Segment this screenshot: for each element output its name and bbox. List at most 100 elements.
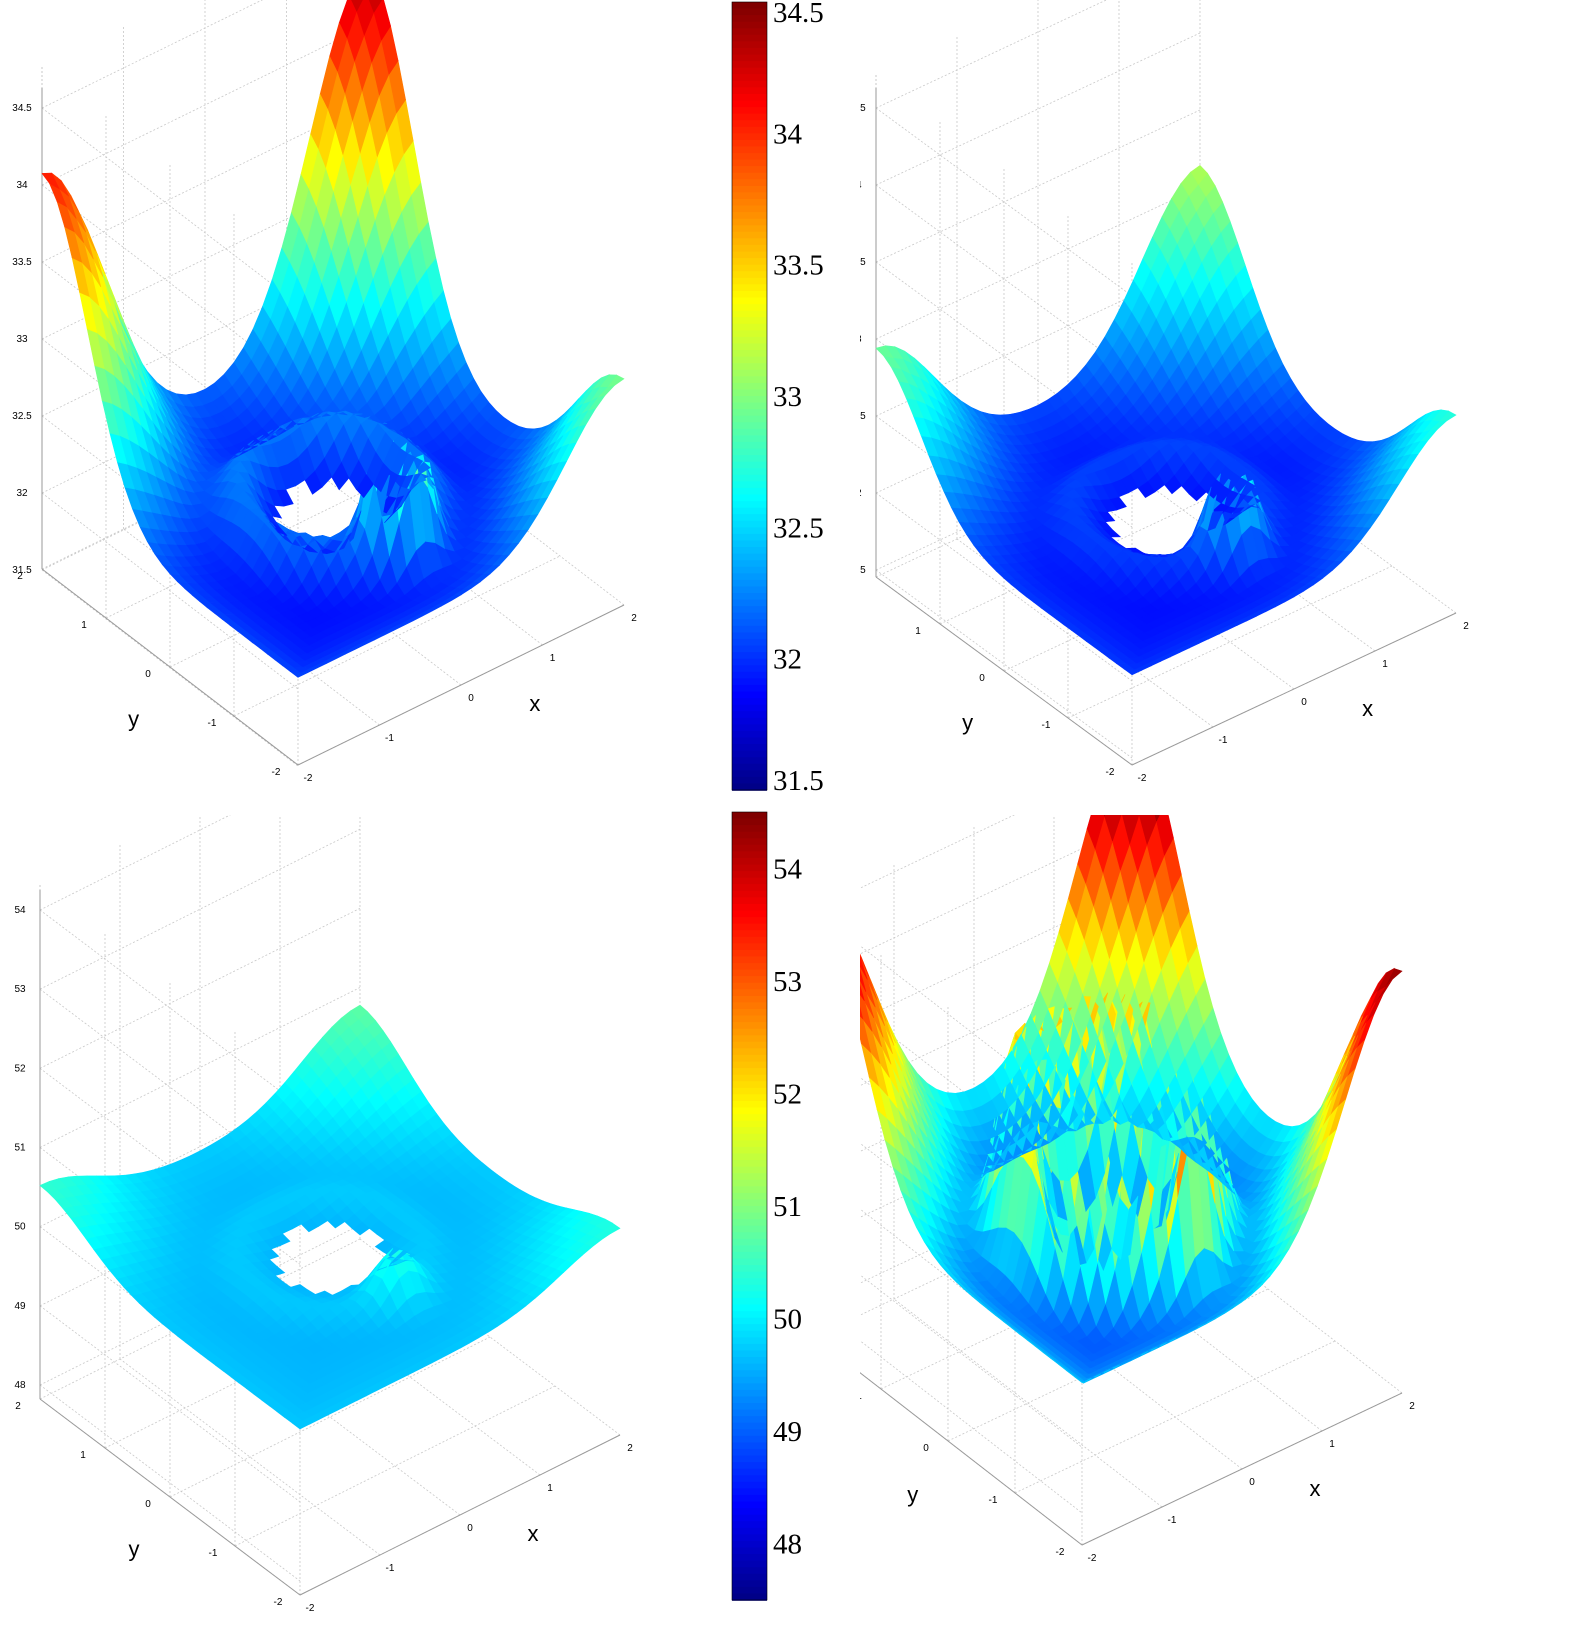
x-tick-label: 1 [1382,659,1388,670]
colorbar-band [732,1212,767,1220]
colorbar-band [732,593,767,601]
colorbar-band [732,1094,767,1102]
colorbar-band [732,468,767,476]
colorbar-band [732,923,767,931]
surface-patch [860,955,868,980]
z-tick-label: 34 [860,180,862,191]
colorbar-band [732,520,767,529]
colorbar-band [732,238,767,246]
colorbar-band [732,199,767,207]
z-tick-label: 31.5 [860,565,866,576]
colorbar-band [732,553,767,561]
colorbar-band [732,645,767,653]
colorbar-band [732,1179,767,1188]
colorbar-band [732,717,767,726]
floor-grid-line-x [1133,1184,1403,1394]
colorbar-band [732,871,767,879]
colorbar-band [732,776,767,785]
x-tick-label: -2 [1138,773,1147,784]
colorbar-band [732,1028,767,1037]
x-tick-label: 0 [1301,697,1307,708]
x-tick-label: 1 [547,1483,553,1494]
colorbar-band [732,28,767,36]
colorbar-band [732,1061,767,1069]
colorbar-band [732,1403,767,1411]
colorbar-band [732,2,767,10]
colorbar-band [732,884,767,892]
x-tick-label: 2 [631,613,637,624]
colorbar-band [732,1508,767,1516]
wall-grid-horizontal [41,107,299,305]
colorbar-band [732,1514,767,1522]
colorbar-band [732,1363,767,1371]
x-tick-label: -1 [1219,735,1228,746]
colorbar-band [732,1271,767,1280]
y-axis-line [875,576,1133,766]
colorbar-band [732,989,767,997]
z-tick-label: 31.5 [12,565,32,576]
colorbar-band [732,783,767,791]
surface-patch [860,953,870,977]
wall-grid-horizontal [860,815,1015,889]
colorbar-tick-label: 34.5 [773,0,824,29]
colorbar-band [732,1284,767,1293]
colorbar-frame [731,1,768,791]
colorbar-band [732,831,767,840]
colorbar-band [732,1041,767,1050]
y-tick-label: 0 [145,1499,151,1510]
colorbar-tick-label: 52 [773,1078,802,1110]
colorbar-band [732,448,767,456]
surface-patch [860,1006,864,1020]
wall-grid-horizontal [875,184,1133,374]
y-axis-line [39,1398,301,1596]
colorbar-band [732,691,767,699]
colorbar-band [732,533,767,542]
colorbar-band [732,1422,767,1431]
colorbar-band [732,441,767,450]
z-tick-label: 34.5 [12,103,32,114]
colorbar-band [732,133,767,141]
wall-grid-horizontal [860,823,1135,955]
colorbar-band [732,897,767,905]
colorbar-band [732,1166,767,1174]
x-tick-label: 0 [468,693,474,704]
colorbar-band [732,1560,767,1568]
colorbar-band [732,8,767,16]
colorbar-band [732,1087,767,1096]
colorbar-band [732,1225,767,1234]
colorbar-tick-label: 53 [773,966,802,998]
colorbar-band [732,218,767,227]
colorbar-band [732,330,767,338]
colorbar-band [732,1245,767,1253]
colorbar-band [732,481,767,489]
colorbar-band [732,501,767,509]
wall-grid-horizontal [41,569,299,767]
colorbar-band [732,877,767,886]
surface-patch [39,1181,58,1193]
surface-patch [374,1239,393,1253]
colorbar-band [732,1448,767,1457]
surface-patch [860,968,867,992]
y-tick-label: -2 [272,767,281,778]
colorbar-band [732,632,767,640]
wall-grid-horizontal [39,907,361,1069]
colorbar-band [732,350,767,358]
z-tick-label: 33 [860,334,862,345]
x-tick-label: 0 [1249,1477,1255,1488]
z-tick-label: 33 [16,334,28,345]
colorbar-band [732,1068,767,1076]
y-tick-label: 1 [915,626,921,637]
colorbar-band [732,336,767,345]
surface-patch [875,345,894,359]
colorbar-band [732,1199,767,1207]
colorbar-band [732,212,767,220]
colorbar-tick-label: 51 [773,1191,802,1223]
y-tick-label: 2 [17,571,23,582]
colorbar-band [732,244,767,253]
colorbar-band [732,1527,767,1536]
wall-grid-horizontal [860,1208,1083,1382]
colorbar-band [732,1219,767,1227]
colorbar-band [732,1567,767,1575]
colorbar-band [732,494,767,502]
